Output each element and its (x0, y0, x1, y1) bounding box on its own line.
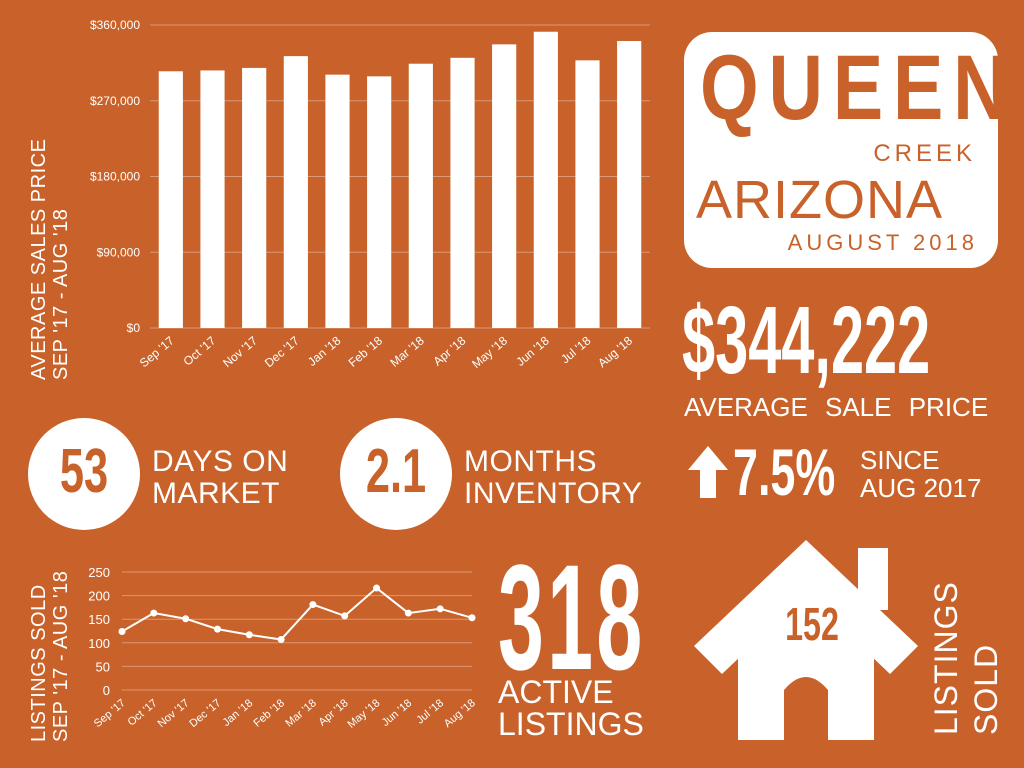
line-chart-point (150, 609, 158, 617)
subcity-title: CREEK (873, 140, 976, 167)
line-chart-xtick-label: May '18 (346, 697, 383, 731)
months-inventory-value: 2.1 (365, 437, 427, 506)
bar-chart-bar (367, 76, 392, 328)
bar-chart-xtick-label: Dec '17 (262, 333, 302, 370)
months-inventory-label-line2: INVENTORY (464, 477, 643, 510)
city-title: QUEEN (700, 37, 1018, 139)
bar-chart-bar (242, 67, 267, 329)
bar-chart: $0 $90,000 $180,000 $270,000 $360,000 Sep '17… (90, 18, 650, 371)
listings-sold-label-line1: LISTINGS (928, 581, 964, 735)
line-chart-point (436, 605, 444, 613)
bar-chart-bar (158, 71, 183, 328)
bar-chart-bar (283, 56, 308, 329)
line-chart-xtick-label: Jun '18 (380, 697, 415, 729)
line-chart-ytick-label: 200 (88, 589, 110, 604)
line-chart-xtick-label: Sep '17 (92, 697, 128, 730)
line-chart-point (182, 615, 190, 623)
bar-chart-xtick-label: Oct '17 (181, 333, 219, 368)
line-chart-ytick-label: 0 (103, 683, 110, 698)
bar-chart-xtick-label: Jan '18 (305, 333, 344, 369)
house-icon (694, 540, 918, 740)
bar-chart-xtick-label: Feb '18 (346, 333, 386, 369)
bar-chart-bar (575, 60, 600, 328)
line-chart-series-line (121, 586, 473, 641)
bar-chart-bar (200, 70, 225, 328)
bar-chart-ylabel-line1: AVERAGE SALES PRICE (28, 138, 50, 380)
line-chart-point (404, 609, 412, 617)
bar-chart-bar (533, 31, 558, 328)
bar-chart-xtick-label: Apr '18 (431, 333, 469, 368)
months-inventory-label-line1: MONTHS (464, 445, 597, 478)
days-on-market-label-line2: MARKET (152, 477, 281, 510)
average-price-value: $344,222 (682, 287, 931, 394)
listings-sold-label-line2: SOLD (968, 643, 1004, 735)
bar-chart-ytick-label: $270,000 (90, 94, 140, 108)
price-change-value: 7.5% (733, 435, 836, 509)
days-on-market-value: 53 (59, 437, 109, 506)
bar-chart-bar (492, 44, 517, 328)
period-title: AUGUST 2018 (787, 230, 978, 255)
line-chart-point (118, 627, 126, 635)
active-listings-label: ACTIVE LISTINGS (498, 676, 644, 740)
line-chart-point (245, 631, 253, 639)
active-listings-label-line1: ACTIVE (498, 674, 614, 710)
line-chart-ylabel-line1: LISTINGS SOLD (28, 584, 50, 742)
bar-chart-xtick-label: Sep '17 (137, 333, 177, 370)
months-inventory-badge: 2.1 (340, 418, 452, 530)
listings-sold-value: 152 (785, 598, 839, 650)
line-chart-point (341, 612, 349, 620)
line-chart-ytick-label: 50 (96, 659, 110, 674)
bar-chart-xtick-label: Jun '18 (513, 333, 552, 369)
days-on-market-label: DAYS ON MARKET (152, 446, 288, 510)
price-change-label: SINCE AUG 2017 (860, 446, 981, 502)
bar-chart-bar (450, 57, 475, 328)
active-listings-label-line2: LISTINGS (498, 706, 644, 742)
line-chart-xtick-label: Aug '18 (442, 697, 478, 730)
line-chart-point (213, 625, 221, 633)
bar-chart-bar (617, 40, 642, 328)
days-on-market-label-line1: DAYS ON (152, 445, 289, 478)
line-chart-xtick-label: Nov '17 (156, 697, 192, 730)
line-chart-ytick-label: 250 (88, 565, 110, 580)
bar-chart-ytick-label: $0 (127, 321, 141, 335)
bar-chart-xtick-label: Mar '18 (387, 333, 427, 369)
line-chart-xtick-label: Jan '18 (221, 697, 256, 729)
state-title: ARIZONA (696, 170, 944, 230)
up-arrow-icon (688, 446, 728, 498)
title-card: QUEEN CREEK ARIZONA AUGUST 2018 (684, 32, 1008, 268)
bar-chart-xtick-label: Nov '17 (220, 333, 260, 370)
price-change-label-line1: SINCE (860, 445, 940, 475)
line-chart-point (277, 635, 285, 643)
bar-chart-bar (408, 63, 433, 328)
listings-sold-label: LISTINGS SOLD (926, 581, 1006, 735)
price-change-label-line2: AUG 2017 (860, 473, 982, 503)
bar-chart-ytick-label: $90,000 (97, 245, 141, 259)
line-chart-xtick-label: Oct '17 (126, 697, 160, 728)
line-chart-xtick-label: Dec '17 (187, 697, 223, 730)
line-chart-point (373, 584, 381, 592)
days-on-market-badge: 53 (28, 418, 140, 530)
bar-chart-xtick-label: Aug '18 (595, 333, 635, 370)
months-inventory-label: MONTHS INVENTORY (464, 446, 642, 510)
bar-chart-xtick-label: May '18 (469, 333, 510, 371)
line-chart-xtick-label: Jul '18 (414, 697, 446, 726)
line-chart-ytick-label: 100 (88, 636, 110, 651)
line-chart-xtick-label: Feb '18 (251, 697, 287, 730)
line-chart-ytick-label: 150 (88, 612, 110, 627)
active-listings-value: 318 (498, 533, 646, 701)
bar-chart-bar (325, 74, 350, 329)
average-price-label: AVERAGE SALE PRICE (684, 392, 989, 422)
line-chart-xtick-label: Apr '18 (317, 697, 351, 728)
line-chart-xtick-label: Mar '18 (283, 697, 319, 730)
bar-chart-ytick-label: $180,000 (90, 170, 140, 184)
bar-chart-ytick-label: $360,000 (90, 18, 140, 32)
line-chart-point (309, 601, 317, 609)
line-chart-point (468, 614, 476, 622)
bar-chart-xtick-label: Jul '18 (558, 333, 594, 366)
